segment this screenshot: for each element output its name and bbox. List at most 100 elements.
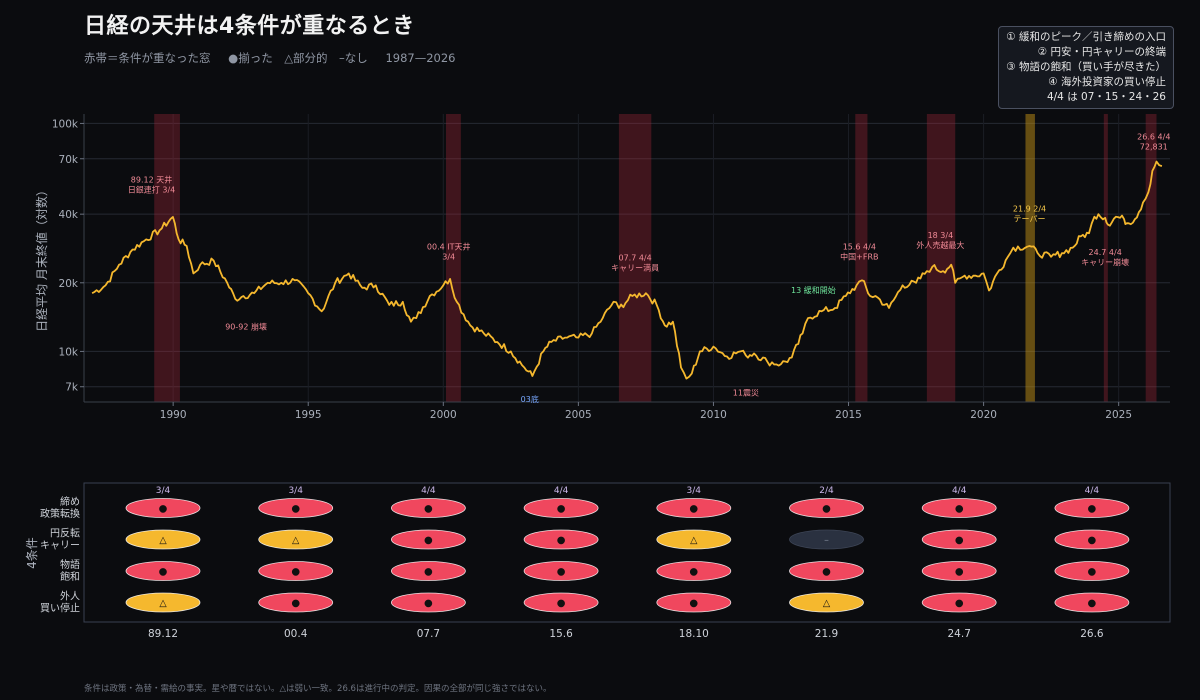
condition-cell (523, 561, 599, 581)
condition-symbol: ● (1088, 598, 1097, 609)
annotation-line: 中国+FRB (840, 251, 878, 261)
chart-annotation: 00.4 IT天井 3/4 (427, 241, 471, 261)
condition-band (855, 114, 868, 402)
chart-annotation: 13 緩和開始 (791, 285, 836, 295)
condition-cell (390, 561, 466, 581)
condition-cell (258, 592, 334, 613)
annotation-line: テーパー (1014, 215, 1046, 224)
condition-cell (523, 592, 599, 613)
condition-symbol: ● (689, 504, 698, 515)
condition-symbol: ● (822, 504, 831, 515)
event-score: 3/4 (288, 486, 303, 496)
annotation-line: 72,831 (1140, 143, 1168, 152)
condition-symbol: ● (1088, 504, 1097, 515)
annotation-line: キャリー満員 (611, 264, 659, 273)
page-title: 日経の天井は4条件が重なるとき (84, 14, 415, 39)
condition-row-label: 円反転キャリー (40, 528, 80, 552)
condition-cell (125, 498, 201, 518)
chart-annotation: 89.12 天井日銀連打 3/4 (128, 175, 175, 195)
annotation-line: 11震災 (733, 389, 759, 398)
condition-cell (258, 529, 334, 550)
event-label: 18.10 (679, 628, 709, 640)
condition-cell (1054, 592, 1130, 613)
condition-band (1103, 114, 1108, 402)
condition-symbol: △ (823, 598, 831, 609)
condition-cell (523, 498, 599, 518)
annotation-line: キャリー崩壊 (1081, 257, 1129, 267)
condition-symbol: ● (1088, 567, 1097, 578)
row-label-line: 飽和 (60, 570, 80, 583)
condition-symbol: ● (291, 504, 300, 515)
condition-cell (921, 529, 997, 550)
condition-band (926, 114, 956, 402)
annotation-line: 90-92 崩壊 (225, 321, 267, 331)
condition-symbol: △ (159, 598, 167, 609)
y-tick-label: 7k (65, 382, 79, 394)
event-label: 89.12 (148, 628, 178, 640)
legend-summary: 4/4 は 07・15・24・26 (1046, 91, 1166, 103)
condition-cell (789, 498, 864, 518)
condition-cell (390, 529, 466, 550)
annotation-line: 07.7 4/4 (618, 254, 651, 263)
y-tick-label: 40k (59, 209, 79, 221)
condition-symbol: △ (690, 535, 698, 546)
event-score: 4/4 (554, 486, 569, 496)
chart-annotation: 26.6 4/4 72,831 (1137, 133, 1170, 152)
condition-cell (789, 529, 864, 550)
condition-symbol: ● (424, 567, 433, 578)
chart-annotation: 07.7 4/4 キャリー満員 (611, 254, 659, 273)
condition-cell (1054, 498, 1130, 518)
event-label: 07.7 (417, 628, 440, 640)
event-label: 15.6 (549, 628, 573, 640)
legend-item: ③ 物語の飽和（買い手が尽きた） (1006, 61, 1166, 73)
annotation-line: 24.7 4/4 (1089, 248, 1122, 257)
conditions-frame (83, 482, 1171, 623)
condition-symbol: – (824, 535, 829, 546)
annotation-line: 00.4 IT天井 (427, 241, 471, 251)
chart-annotation: 21.9 2/4 テーパー (1013, 205, 1046, 224)
condition-symbol: ● (557, 567, 566, 578)
x-tick-label: 1990 (160, 409, 187, 421)
condition-cell (1054, 561, 1130, 581)
y-tick-label: 20k (59, 278, 79, 290)
chart-annotation: 03底 (521, 394, 539, 404)
event-label: 26.6 (1080, 628, 1104, 640)
condition-row-label: 締め政策転換 (40, 495, 80, 520)
condition-symbol: ● (1088, 535, 1097, 546)
event-score: 3/4 (687, 486, 702, 496)
event-label: 00.4 (284, 628, 308, 640)
legend-item: ① 緩和のピーク／引き締めの入口 (1006, 31, 1166, 43)
nikkei-line (91, 160, 1163, 380)
condition-band (446, 114, 461, 402)
condition-symbol: ● (955, 535, 964, 546)
row-label-line: 物語 (60, 558, 80, 571)
annotation-line: 89.12 天井 (131, 175, 172, 185)
condition-symbol: ● (689, 598, 698, 609)
annotation-line: 13 緩和開始 (791, 285, 836, 295)
row-label-line: 円反転 (50, 528, 80, 540)
y-tick-label: 10k (59, 346, 79, 358)
condition-cell (258, 561, 334, 581)
chart-annotation: 15.6 4/4 中国+FRB (840, 242, 878, 261)
event-label: 21.9 (815, 628, 838, 640)
annotation-line: 03底 (521, 394, 539, 404)
annotation-line: 外人売越最大 (916, 240, 964, 250)
row-label-line: 政策転換 (40, 507, 80, 520)
y-tick-label: 100k (52, 118, 79, 130)
condition-symbol: ● (159, 567, 168, 578)
condition-cell (921, 498, 997, 518)
condition-symbol: ● (291, 567, 300, 578)
x-tick-label: 2025 (1105, 409, 1132, 421)
condition-cell (921, 592, 997, 613)
condition-cell (656, 592, 732, 613)
condition-band (618, 114, 652, 402)
y-axis-label: 日経平均 月末終値（対数） (34, 184, 49, 332)
legend-item: ④ 海外投資家の買い停止 (1048, 76, 1166, 88)
event-label: 24.7 (948, 628, 971, 640)
condition-symbol: ● (424, 535, 433, 546)
condition-cell (656, 498, 732, 518)
condition-band (1025, 114, 1035, 402)
x-tick-label: 2000 (430, 409, 457, 421)
x-tick-label: 2020 (970, 409, 997, 421)
